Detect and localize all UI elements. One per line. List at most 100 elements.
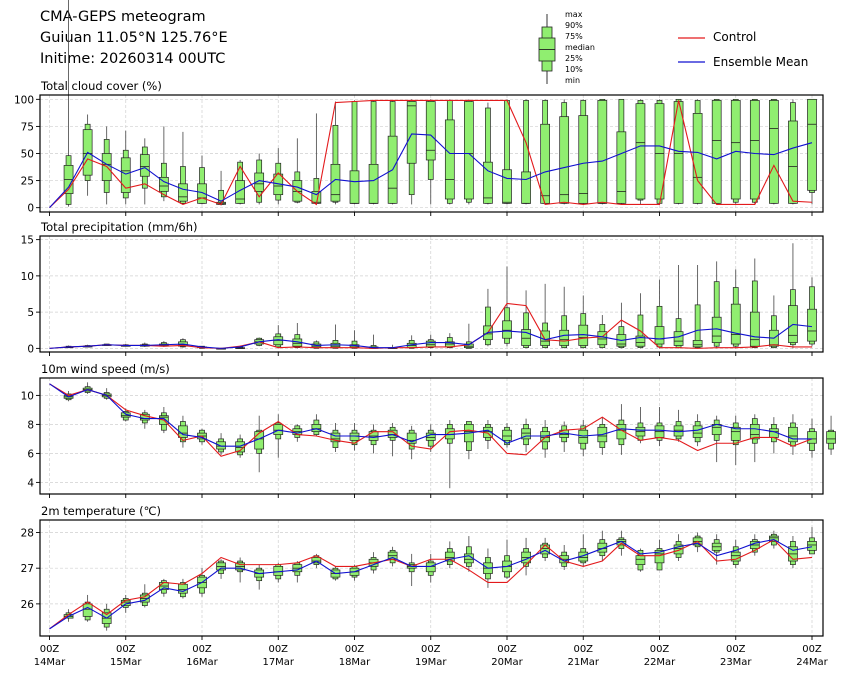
y-tick-label: 15	[21, 235, 34, 247]
box-p10-p90	[694, 304, 701, 349]
box-p25-p75	[330, 163, 341, 202]
box-p25-p75	[730, 303, 741, 345]
x-tick-label-date: 18Mar	[339, 657, 371, 668]
box-p25-p75	[521, 428, 531, 440]
box-p25-p75	[749, 424, 760, 440]
box-p25-p75	[616, 131, 627, 204]
mean-line	[49, 383, 812, 447]
legend-label-p10: 10%	[565, 65, 583, 74]
y-tick-label: 100	[14, 94, 34, 106]
y-tick-label: 6	[27, 448, 34, 460]
panel-title: Total cloud cover (%)	[40, 79, 162, 93]
y-tick-label: 27	[21, 563, 34, 575]
mean-line	[49, 133, 813, 209]
x-tick-label-date: 19Mar	[415, 657, 447, 668]
box-p25-p75	[178, 183, 188, 202]
box-p25-p75	[559, 116, 570, 204]
box-p25-p75	[749, 311, 760, 347]
x-tick-label-time: 00Z	[573, 644, 593, 655]
box-p25-p75	[730, 426, 741, 441]
box-p25-p75	[330, 342, 341, 348]
box-p25-p75	[178, 425, 188, 438]
control-line	[49, 538, 813, 630]
box-p25-p75	[559, 329, 570, 346]
x-tick-label-date: 17Mar	[262, 657, 294, 668]
box-p25-p75	[254, 172, 265, 192]
box-p25-p75	[502, 169, 512, 204]
mean-line	[49, 539, 813, 630]
x-tick-label-date: 15Mar	[110, 657, 142, 668]
box-p25-p75	[425, 340, 436, 348]
box-p25-p75	[788, 426, 798, 443]
box-p25-p75	[749, 100, 760, 200]
x-tick-label-date: 24Mar	[796, 657, 828, 668]
box-p25-p75	[769, 100, 779, 204]
x-tick-label-time: 00Z	[345, 644, 365, 655]
panel-frame	[39, 377, 824, 495]
box-p25-p75	[597, 331, 608, 346]
box-p25-p75	[197, 183, 207, 204]
box-p25-p75	[635, 103, 646, 200]
control-line	[49, 383, 813, 457]
x-tick-label-date: 21Mar	[567, 657, 599, 668]
box-p25-p75	[635, 555, 646, 565]
x-tick-label-date: 20Mar	[491, 657, 523, 668]
x-tick-label-time: 00Z	[192, 644, 212, 655]
y-tick-label: 8	[27, 419, 34, 431]
box-p25-p75	[273, 566, 284, 576]
x-tick-label-time: 00Z	[40, 644, 60, 655]
box-p25-p75	[521, 171, 531, 204]
box-p25-p75	[692, 113, 703, 204]
control-line	[49, 99, 813, 209]
legend-label-p90: 90%	[565, 21, 583, 30]
box-p25-p75	[216, 441, 226, 450]
y-tick-label: 75	[21, 121, 34, 133]
control-line	[49, 302, 812, 349]
panel-frame	[39, 94, 824, 213]
box-p25-p75	[616, 539, 627, 546]
box-p25-p75	[654, 103, 665, 200]
box-p25-p75	[368, 163, 379, 204]
box-p25-p75	[730, 100, 741, 200]
x-tick-label-time: 00Z	[268, 644, 288, 655]
box-p25-p75	[711, 100, 722, 204]
box-p25-p75	[159, 176, 169, 192]
y-tick-label: 28	[21, 527, 34, 539]
legend-mean-label: Ensemble Mean	[713, 55, 809, 69]
box-p25-p75	[273, 424, 284, 435]
y-tick-label: 10	[21, 271, 34, 283]
box-p25-p75	[425, 562, 436, 573]
box-p25-p75	[540, 431, 550, 443]
box-p25-p75	[673, 331, 684, 346]
box-p25-p75	[425, 101, 436, 161]
panel-frame	[39, 235, 824, 353]
y-tick-label: 26	[21, 599, 35, 611]
box-p25-p75	[807, 431, 817, 444]
y-tick-label: 25	[21, 176, 34, 188]
box-p25-p75	[540, 123, 550, 204]
y-tick-label: 0	[27, 343, 34, 355]
box-p25-p75	[578, 429, 589, 444]
initime-line: Initime: 20260314 00UTC	[40, 51, 226, 67]
box-p10-p90	[332, 124, 339, 203]
box-p25-p75	[578, 115, 589, 204]
x-tick-label-date: 14Mar	[34, 657, 66, 668]
box-p25-p75	[82, 603, 93, 617]
y-tick-label: 10	[21, 390, 34, 402]
box-p25-p75	[826, 431, 836, 444]
box-p25-p75	[635, 335, 646, 347]
location-line: Guiuan 11.05°N 125.76°E	[40, 30, 228, 46]
x-tick-label-date: 22Mar	[644, 657, 676, 668]
box-p25-p75	[807, 308, 817, 342]
y-tick-label: 4	[27, 477, 34, 489]
chart-title: CMA-GEPS meteogram	[40, 9, 206, 25]
box-p25-p75	[807, 98, 817, 191]
box-p25-p75	[330, 432, 341, 443]
legend-label-min: min	[565, 76, 581, 85]
box-p25-p75	[597, 542, 608, 553]
box-p25-p75	[521, 329, 531, 346]
panel-title: 10m wind speed (m/s)	[41, 362, 170, 376]
x-tick-label-time: 00Z	[421, 644, 441, 655]
box-p25-p75	[616, 424, 627, 440]
